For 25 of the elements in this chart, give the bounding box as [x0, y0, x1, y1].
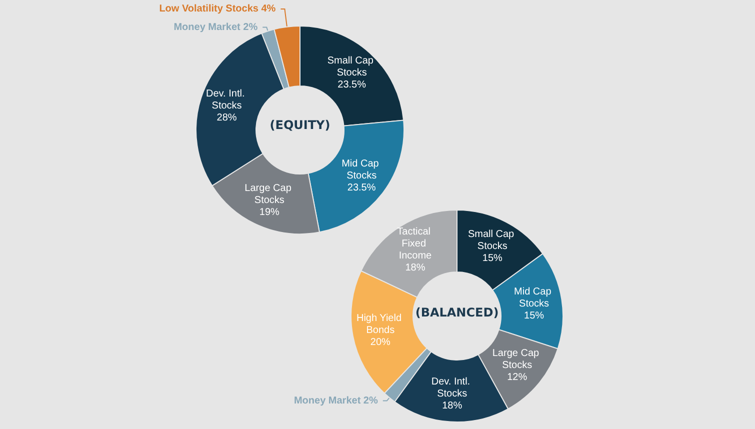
slice-label: Small Cap Stocks [327, 56, 376, 79]
slice-label: Money Market 2% [174, 22, 258, 33]
data-label: 18% [442, 400, 462, 412]
data-label: 20% [370, 337, 390, 348]
slice-label: Large Cap Stocks [492, 348, 542, 372]
data-label: 15% [524, 310, 544, 322]
slice-label: Low Volatility Stocks 4% [159, 3, 276, 14]
slice-label: Large Cap Stocks [244, 183, 294, 206]
data-label: 28% [216, 112, 237, 124]
data-label: 15% [482, 253, 503, 264]
slice-label: Mid Cap Stocks [342, 158, 382, 182]
slice-label: Tactical Fixed Income [397, 226, 434, 262]
data-label: 18% [405, 262, 426, 274]
slice-label: Small Cap Stocks [468, 229, 517, 252]
text: (EQUITY) [270, 118, 330, 132]
slice-label: Dev. Intl. Stocks [431, 376, 473, 400]
slice-label: Dev. Intl. Stocks [206, 88, 248, 112]
text: (BALANCED) [415, 306, 499, 320]
data-label: 23.5% [338, 80, 366, 91]
data-label: 12% [507, 372, 528, 384]
slice-label: Mid Cap Stocks [514, 286, 554, 310]
slice-label: Money Market 2% [294, 395, 378, 406]
data-label: 19% [259, 207, 280, 218]
slice-label: High Yield Bonds [356, 313, 404, 336]
data-label: 23.5% [347, 182, 376, 194]
